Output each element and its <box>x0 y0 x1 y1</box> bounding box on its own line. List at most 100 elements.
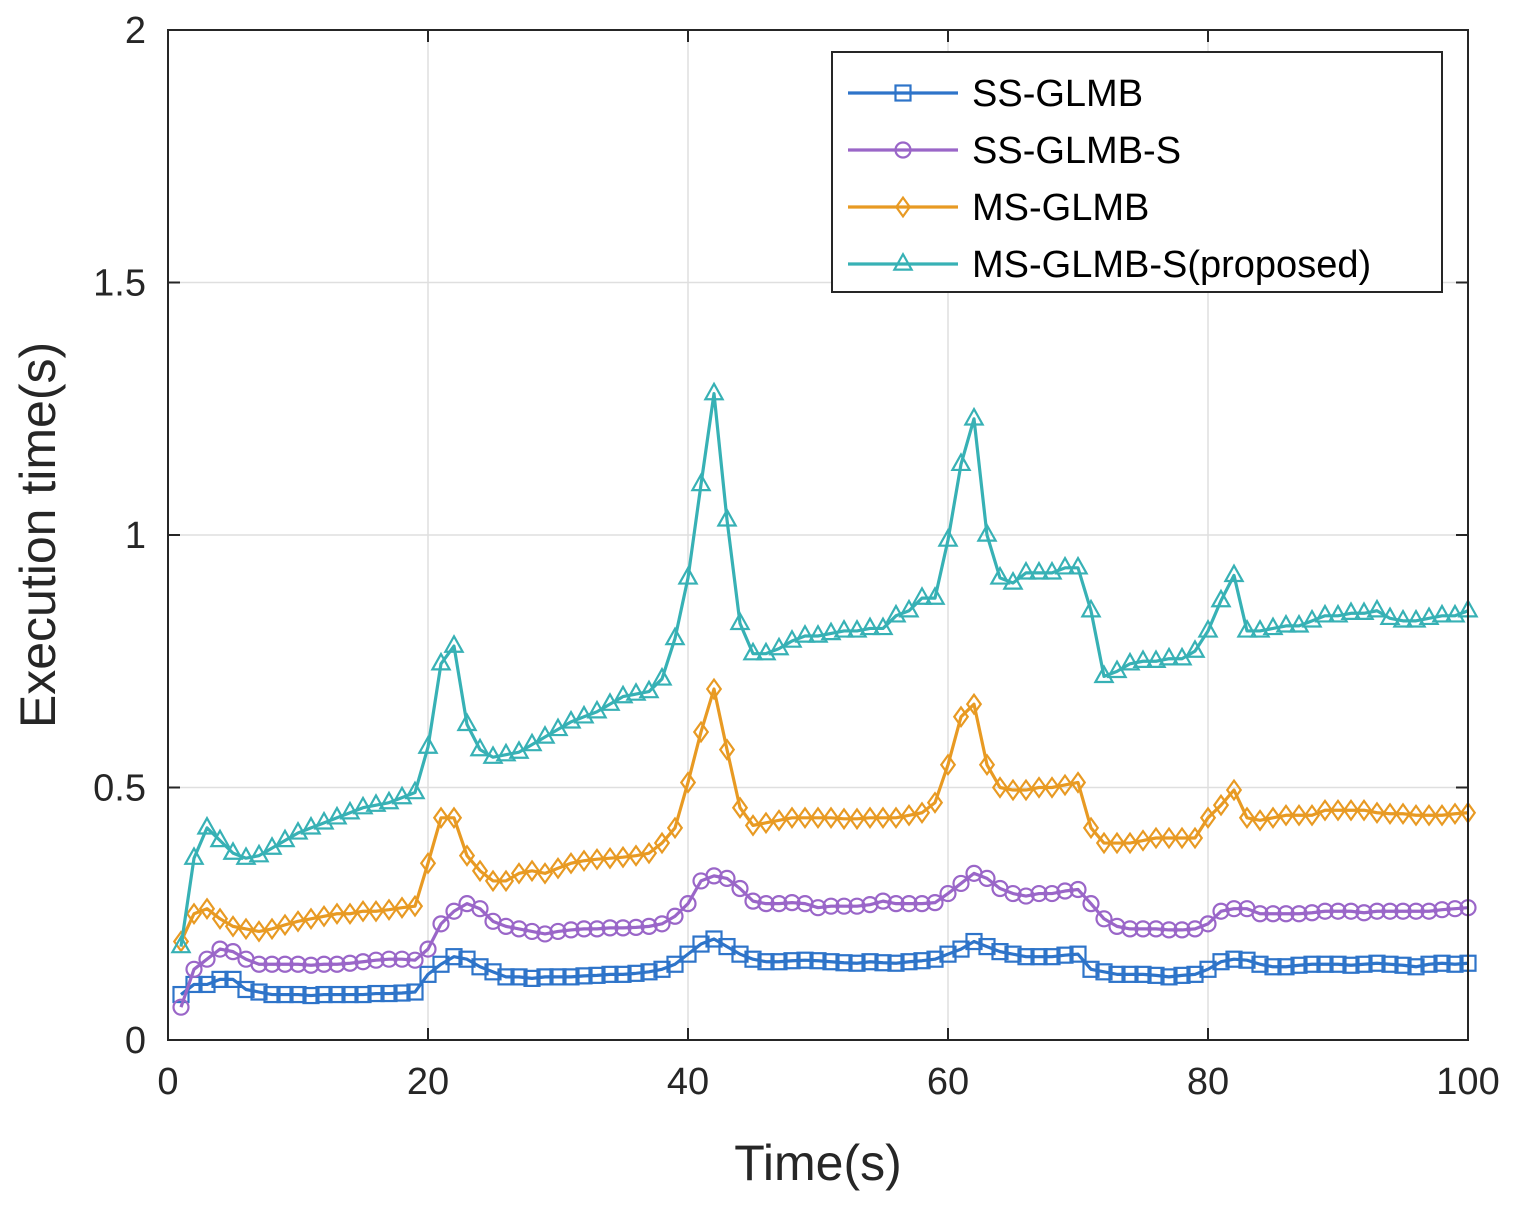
data-point <box>224 915 242 938</box>
data-point <box>978 869 996 888</box>
data-point <box>549 857 567 880</box>
data-point <box>692 935 710 953</box>
data-point <box>183 846 205 865</box>
data-point <box>1355 955 1373 973</box>
data-point <box>1082 895 1100 913</box>
data-point <box>315 985 333 1004</box>
data-point <box>1290 905 1308 923</box>
data-point <box>1381 902 1399 920</box>
data-point <box>952 705 970 729</box>
data-point <box>705 677 723 701</box>
data-point <box>235 846 257 865</box>
data-point <box>755 641 777 661</box>
data-point <box>872 616 894 636</box>
data-point <box>302 907 320 931</box>
data-point <box>679 895 697 913</box>
data-point <box>1264 806 1282 830</box>
data-point <box>185 902 203 926</box>
data-point <box>1290 804 1308 827</box>
data-point <box>276 985 294 1004</box>
data-point <box>638 679 660 699</box>
data-point <box>601 846 619 870</box>
data-point <box>1264 905 1282 923</box>
data-point <box>536 862 554 885</box>
data-point <box>1223 563 1245 583</box>
data-point <box>1444 603 1466 623</box>
data-point <box>471 958 489 976</box>
data-point <box>1407 902 1425 920</box>
y-tick-label: 0 <box>125 1020 146 1062</box>
data-point <box>939 945 957 963</box>
data-point <box>1329 798 1347 822</box>
data-point <box>573 704 595 724</box>
data-point <box>612 684 634 704</box>
data-point <box>1316 798 1334 822</box>
data-point <box>250 920 268 943</box>
data-point <box>1249 618 1271 638</box>
data-point <box>1394 902 1412 920</box>
data-point <box>341 902 359 926</box>
data-point <box>991 776 1009 799</box>
data-point <box>757 811 775 835</box>
x-tick-label: 60 <box>927 1061 969 1103</box>
data-point <box>417 735 439 754</box>
data-point <box>313 810 335 830</box>
data-point <box>406 894 424 918</box>
data-point <box>822 953 840 971</box>
data-point <box>796 806 814 830</box>
data-point <box>1418 606 1440 626</box>
data-point <box>885 603 907 623</box>
data-point <box>196 815 218 835</box>
data-point <box>1108 917 1126 935</box>
data-point <box>352 795 374 815</box>
data-point <box>380 984 398 1003</box>
data-point <box>289 910 307 933</box>
data-point <box>393 896 411 919</box>
data-point <box>287 820 309 840</box>
data-point <box>783 894 801 912</box>
data-point <box>1303 904 1321 922</box>
data-point <box>523 922 541 941</box>
data-point <box>1082 816 1100 840</box>
data-point <box>846 618 868 638</box>
data-point <box>1353 601 1375 621</box>
legend-label: SS-GLMB-S <box>972 130 1181 172</box>
data-point <box>1043 948 1061 966</box>
data-point <box>1381 802 1399 826</box>
data-point <box>419 851 437 875</box>
y-tick-label: 2 <box>125 10 146 52</box>
data-point <box>1108 965 1126 983</box>
data-point <box>562 921 580 939</box>
data-point <box>703 381 725 401</box>
data-point <box>588 966 606 984</box>
data-point <box>1134 965 1152 983</box>
ticks: 0 20 40 60 80 100 0 0.5 1 1.5 2 <box>93 10 1500 1103</box>
data-point <box>1446 802 1464 826</box>
data-point <box>822 806 840 830</box>
data-point <box>716 507 738 527</box>
data-point <box>445 902 463 920</box>
data-point <box>1212 953 1230 971</box>
data-point <box>458 844 476 867</box>
data-point <box>224 943 242 961</box>
data-point <box>1301 608 1323 628</box>
data-point <box>653 831 671 855</box>
data-point <box>783 806 801 830</box>
data-point <box>378 790 400 810</box>
data-point <box>575 849 593 872</box>
data-point <box>989 565 1011 585</box>
x-tick-label: 0 <box>157 1061 178 1103</box>
data-point <box>185 960 203 978</box>
data-point <box>198 950 216 968</box>
data-point <box>172 930 190 953</box>
data-point <box>625 682 647 701</box>
data-point <box>1121 831 1139 855</box>
data-point <box>1288 613 1310 633</box>
data-point <box>289 955 307 973</box>
data-point <box>549 968 567 986</box>
data-point <box>1030 776 1048 799</box>
data-point <box>1366 598 1388 618</box>
data-point <box>807 624 829 643</box>
data-point <box>1160 921 1178 939</box>
